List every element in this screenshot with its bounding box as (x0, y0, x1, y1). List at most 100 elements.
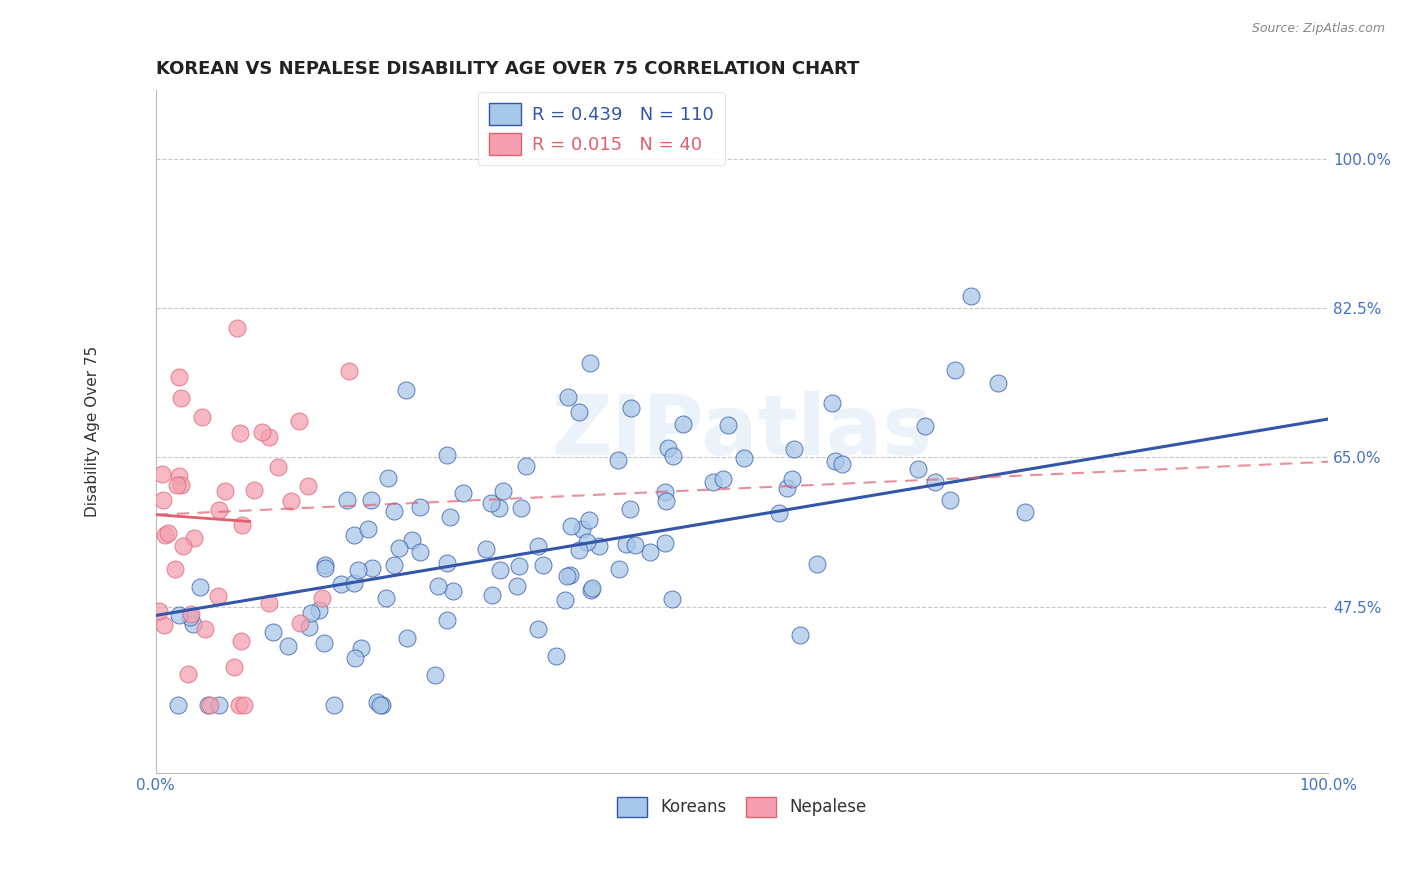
Point (288, 616, 311, 631)
Point (654, 536, 676, 550)
Point (579, 356, 602, 370)
Point (208, 698, 231, 712)
Point (619, 502, 641, 516)
Point (481, 588, 503, 602)
Point (782, 442, 804, 456)
Point (527, 623, 550, 637)
Point (233, 698, 256, 712)
Point (557, 390, 579, 404)
Point (370, 698, 392, 712)
Point (427, 579, 450, 593)
Point (170, 391, 193, 405)
Point (188, 580, 211, 594)
Point (252, 425, 274, 440)
Point (384, 558, 406, 572)
Point (395, 632, 418, 646)
Point (231, 518, 253, 533)
Point (401, 533, 423, 547)
Point (488, 563, 510, 577)
Point (298, 620, 321, 634)
Point (166, 477, 188, 491)
Point (546, 648, 568, 663)
Point (441, 583, 464, 598)
Point (654, 494, 676, 508)
Point (508, 559, 530, 574)
Point (167, 698, 190, 712)
Point (366, 695, 388, 709)
Point (657, 442, 679, 456)
Point (939, 492, 962, 507)
Point (560, 568, 582, 582)
Point (242, 483, 264, 498)
Point (806, 557, 828, 571)
Y-axis label: Disability Age Over 75: Disability Age Over 75 (86, 346, 100, 517)
Point (330, 576, 353, 591)
Point (377, 471, 399, 485)
Point (821, 395, 844, 409)
Point (578, 513, 600, 527)
Point (148, 604, 170, 618)
Point (339, 364, 361, 378)
Point (492, 483, 515, 498)
Point (314, 636, 336, 650)
Point (172, 539, 194, 553)
Point (510, 501, 533, 516)
Point (280, 494, 302, 508)
Point (436, 613, 458, 627)
Point (200, 698, 222, 712)
Point (169, 468, 191, 483)
Point (506, 579, 529, 593)
Point (222, 660, 245, 674)
Point (344, 650, 367, 665)
Point (375, 591, 398, 606)
Point (588, 540, 610, 554)
Point (789, 628, 811, 642)
Point (156, 526, 179, 541)
Point (207, 589, 229, 603)
Point (606, 453, 628, 467)
Point (360, 561, 382, 575)
Point (436, 557, 458, 571)
Point (780, 471, 803, 485)
Point (638, 545, 661, 559)
Point (436, 448, 458, 462)
Point (357, 522, 380, 536)
Point (943, 363, 966, 377)
Point (262, 625, 284, 640)
Point (343, 575, 366, 590)
Point (439, 510, 461, 524)
Point (267, 460, 290, 475)
Point (299, 607, 322, 621)
Point (225, 320, 247, 334)
Point (308, 603, 330, 617)
Point (531, 558, 554, 573)
Point (575, 535, 598, 549)
Point (194, 622, 217, 636)
Point (165, 562, 187, 576)
Point (425, 667, 447, 681)
Point (616, 536, 638, 550)
Point (555, 569, 578, 583)
Point (388, 541, 411, 555)
Point (177, 667, 200, 681)
Point (831, 457, 853, 471)
Point (717, 417, 740, 432)
Point (214, 483, 236, 498)
Point (672, 417, 695, 431)
Point (314, 558, 336, 573)
Point (343, 527, 366, 541)
Point (170, 477, 193, 491)
Point (167, 369, 190, 384)
Point (702, 475, 724, 489)
Point (488, 501, 510, 516)
Point (408, 500, 430, 515)
Point (350, 641, 373, 656)
Point (371, 698, 394, 712)
Point (560, 518, 582, 533)
Point (914, 419, 936, 434)
Point (153, 528, 176, 542)
Point (776, 481, 799, 495)
Point (181, 616, 204, 631)
Point (277, 639, 299, 653)
Point (661, 591, 683, 606)
